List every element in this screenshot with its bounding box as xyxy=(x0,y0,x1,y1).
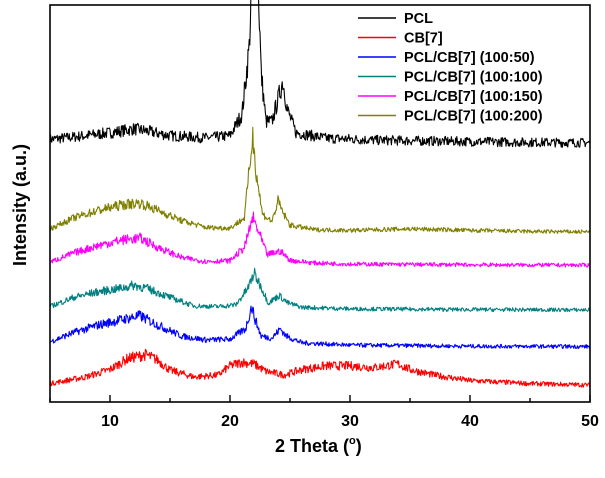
x-axis-title-text: 2 Theta ( xyxy=(275,436,349,456)
series-line-2 xyxy=(49,305,591,349)
series-line-3 xyxy=(49,267,591,313)
legend-label-4: PCL/CB[7] (100:150) xyxy=(404,89,543,105)
x-tick-label-10: 10 xyxy=(101,413,119,430)
plot-frame xyxy=(49,4,591,403)
series-layer xyxy=(49,0,591,388)
x-axis-title: 2 Theta (o) xyxy=(275,435,362,456)
legend-label-1: CB[7] xyxy=(404,31,443,47)
series-line-5 xyxy=(49,126,591,234)
x-tick-label-20: 20 xyxy=(221,413,239,430)
series-line-4 xyxy=(49,211,591,268)
legend-label-5: PCL/CB[7] (100:200) xyxy=(404,109,543,125)
series-line-0 xyxy=(49,0,591,148)
legend-label-0: PCL xyxy=(404,11,433,27)
y-axis-title: Intensity (a.u.) xyxy=(10,144,30,266)
series-line-1 xyxy=(49,348,591,388)
x-tick-label-40: 40 xyxy=(461,413,479,430)
x-tick-label-30: 30 xyxy=(341,413,359,430)
x-axis-title-degree: o xyxy=(349,435,356,447)
x-axis-ticks: 10 20 30 40 50 xyxy=(49,395,599,430)
legend: PCL CB[7] PCL/CB[7] (100:50) PCL/CB[7] (100… xyxy=(358,11,543,125)
x-axis-title-close: ) xyxy=(356,436,362,456)
legend-label-2: PCL/CB[7] (100:50) xyxy=(404,50,535,66)
x-tick-label-50: 50 xyxy=(581,413,599,430)
legend-label-3: PCL/CB[7] (100:100) xyxy=(404,70,543,86)
